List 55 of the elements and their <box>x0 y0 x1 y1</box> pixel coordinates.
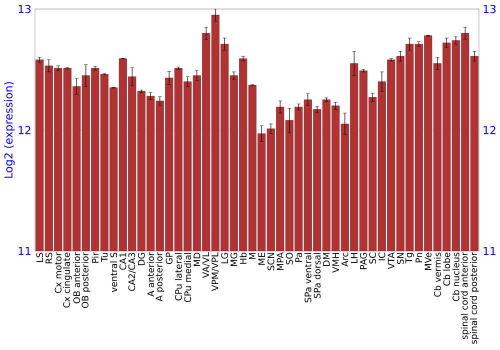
x-tick-label: MG <box>230 252 238 266</box>
x-tick-label: MVe <box>424 252 432 270</box>
x-tick-label: RS <box>45 252 52 264</box>
y-tick-label: 11 <box>18 247 30 255</box>
x-tick-label: DM <box>323 253 330 266</box>
x-tick-label: Tg <box>405 253 414 264</box>
x-tick-label: SC <box>369 252 376 264</box>
y2-tick-label: 11 <box>484 247 496 255</box>
y2-tick-label: 12 <box>484 126 496 134</box>
x-tick-label: ME <box>258 252 265 265</box>
x-tick-label: ventral S <box>110 252 118 292</box>
x-tick-label: A posterior <box>156 252 164 302</box>
x-tick-label: DG <box>138 252 145 266</box>
x-tick-label: Pir <box>92 252 99 263</box>
x-tick-label: SO <box>286 252 293 264</box>
x-tick-label: Cx cingulate <box>63 252 72 308</box>
x-tick-label: CA1 <box>119 253 126 270</box>
x-tick-label: Cb lobe <box>443 252 450 286</box>
x-tick-label: VTA <box>388 252 394 270</box>
x-tick-label: VMH <box>332 253 339 273</box>
x-tick-label: CPu medial <box>184 253 192 302</box>
x-tick-label: CA2/CA3 <box>128 252 136 291</box>
x-tick-label: Hb <box>240 252 247 264</box>
y-tick-label: 13 <box>18 4 31 14</box>
x-tick-label: LH <box>350 253 358 264</box>
x-tick-label: Arc <box>342 252 348 267</box>
x-tick-label: SPa dorsal <box>314 253 321 298</box>
y-axis-title: Log2 (expression) <box>4 82 15 178</box>
x-tick-label: Cx motor <box>54 252 62 294</box>
x-tick-label: Tu <box>101 252 108 262</box>
x-tick-label: M <box>249 253 256 260</box>
x-tick-label: GP <box>166 252 173 264</box>
x-tick-label: SCN <box>267 253 274 270</box>
x-tick-label: VPM/VPL <box>212 252 220 291</box>
x-tick-label: SN <box>396 253 404 264</box>
x-tick-label: LS <box>36 252 44 262</box>
x-tick-label: CPu lateral <box>174 253 182 300</box>
x-tick-label: MPA <box>276 252 284 270</box>
x-tick-label: Pn <box>416 252 422 262</box>
y-tick-label: 12 <box>18 126 30 134</box>
x-tick-label: SPa ventral <box>304 253 312 302</box>
x-tick-label: PAG <box>360 252 367 270</box>
x-tick-label: VA/VL <box>202 252 210 278</box>
x-tick-label: A anterior <box>147 252 154 297</box>
x-tick-label: spinal cord posterior <box>470 252 479 344</box>
x-tick-label: LG <box>221 252 228 264</box>
x-tick-label: IC <box>378 252 386 260</box>
x-tick-label: MD <box>194 252 200 266</box>
x-tick-label: Cb vermis <box>434 252 441 297</box>
x-tick-label: Pa <box>295 252 302 262</box>
x-tick-label: spinal cord anterior <box>460 252 470 340</box>
y2-tick-label: 13 <box>484 4 496 14</box>
x-tick-label: Cb nucleus <box>452 252 460 302</box>
x-tick-label: OB posterior <box>82 252 90 308</box>
x-tick-label: OB anterior <box>73 252 80 304</box>
